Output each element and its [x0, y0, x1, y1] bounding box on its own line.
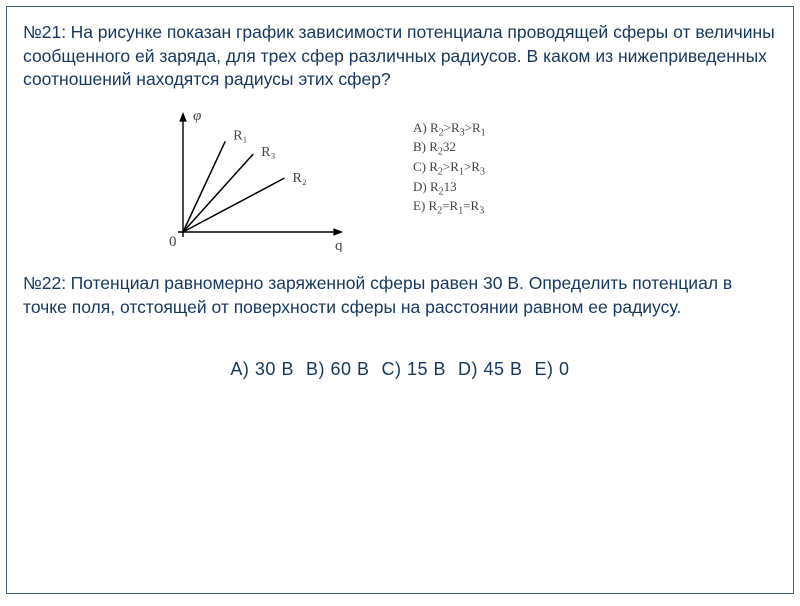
- svg-text:0: 0: [169, 234, 177, 250]
- question-22: №22: Потенциал равномерно заряженной сфе…: [23, 272, 777, 319]
- q21-option-a: A) R2>R3>R1: [413, 120, 486, 139]
- q22-label: №22:: [23, 273, 66, 293]
- q21-option-b: B) R232: [413, 139, 486, 158]
- q21-label: №21:: [23, 22, 66, 42]
- potential-vs-charge-graph: φ q 0 R₁ R₃ R₂: [153, 102, 353, 252]
- q21-answer-options: A) R2>R3>R1B) R232C) R2>R1>R3D) R213E) R…: [413, 120, 486, 217]
- svg-text:R₃: R₃: [261, 145, 275, 160]
- q21-text: На рисунке показан график зависимости по…: [23, 22, 775, 89]
- q21-option-e: E) R2=R1=R3: [413, 198, 486, 217]
- svg-text:R₁: R₁: [233, 128, 247, 143]
- q21-option-d: D) R213: [413, 179, 486, 198]
- q22-text: Потенциал равномерно заряженной сферы ра…: [23, 273, 732, 317]
- q21-option-c: C) R2>R1>R3: [413, 159, 486, 178]
- svg-text:q: q: [335, 238, 343, 252]
- q22-option-b: B) 60 В: [306, 359, 370, 379]
- svg-text:φ: φ: [193, 108, 201, 124]
- q22-option-e: E) 0: [535, 359, 570, 379]
- q22-option-a: A) 30 В: [230, 359, 294, 379]
- q22-answer-options: A) 30 В B) 60 В C) 15 В D) 45 В E) 0: [23, 359, 777, 380]
- q21-content-row: φ q 0 R₁ R₃ R₂ A) R2>R3>R1B) R232C) R2>R1>R3D…: [153, 102, 777, 252]
- question-21: №21: На рисунке показан график зависимос…: [23, 21, 777, 92]
- svg-text:R₂: R₂: [293, 171, 307, 186]
- slide-frame: №21: На рисунке показан график зависимос…: [6, 6, 794, 594]
- q22-option-c: C) 15 В: [381, 359, 446, 379]
- q22-option-d: D) 45 В: [458, 359, 523, 379]
